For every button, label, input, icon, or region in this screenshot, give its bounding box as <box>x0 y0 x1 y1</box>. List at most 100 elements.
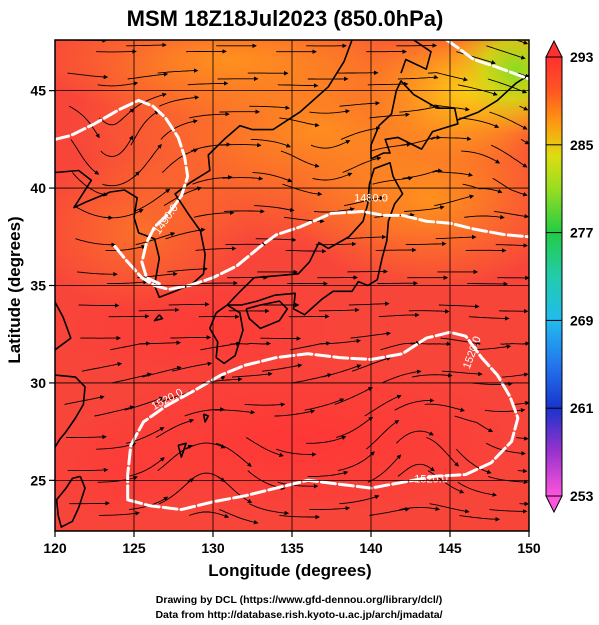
streamline <box>72 172 108 197</box>
contour-line <box>113 210 529 291</box>
streamline <box>494 211 529 219</box>
streamline <box>429 503 470 514</box>
streamline <box>310 140 351 149</box>
streamline <box>97 81 139 87</box>
streamline <box>155 418 195 438</box>
coastline <box>457 74 529 121</box>
streamline <box>130 110 160 146</box>
streamline <box>165 227 206 240</box>
streamline <box>464 214 505 220</box>
streamline <box>138 307 180 313</box>
streamline <box>400 135 442 146</box>
streamline <box>75 238 116 247</box>
streamline <box>427 72 468 82</box>
streamline <box>280 150 320 168</box>
streamline <box>103 209 144 219</box>
streamline <box>345 234 387 240</box>
streamline <box>438 304 480 309</box>
streamline <box>459 514 500 522</box>
streamline <box>68 105 100 139</box>
streamline <box>339 101 380 107</box>
streamline <box>337 451 375 472</box>
streamline <box>133 188 171 212</box>
streamline <box>159 95 200 107</box>
streamline <box>459 117 500 129</box>
colorbar-scale <box>545 56 563 497</box>
streamline <box>314 207 355 213</box>
streamline <box>219 509 259 525</box>
streamline <box>427 470 465 494</box>
coastline <box>226 162 404 316</box>
streamline <box>350 331 391 339</box>
streamline <box>462 183 503 194</box>
streamline <box>274 409 316 417</box>
coastline <box>400 40 432 74</box>
streamline <box>344 195 385 207</box>
streamline <box>399 506 440 511</box>
streamline <box>426 437 459 467</box>
streamline <box>399 104 440 113</box>
streamline <box>81 361 123 372</box>
streamline <box>514 400 529 406</box>
streamline <box>495 243 528 248</box>
streamline <box>193 210 235 218</box>
streamline <box>318 307 360 313</box>
streamline <box>424 403 465 412</box>
streamline <box>140 340 181 345</box>
streamline <box>70 139 100 175</box>
streamline <box>277 83 319 88</box>
streamline <box>461 150 501 164</box>
streamline <box>231 371 273 378</box>
streamline <box>222 176 264 181</box>
streamline <box>124 396 164 411</box>
streamline <box>489 509 528 514</box>
y-axis: 25 30 35 40 45 <box>30 83 55 488</box>
streamline <box>468 316 510 321</box>
coastline <box>153 314 164 322</box>
streamline <box>249 105 290 110</box>
streamline <box>105 244 146 252</box>
streamline <box>502 372 529 378</box>
streamline <box>432 171 473 177</box>
streamline <box>126 42 167 48</box>
streamline <box>189 111 230 119</box>
streamline <box>334 387 373 405</box>
streamline <box>336 416 374 438</box>
streamline <box>402 168 443 179</box>
streamline <box>100 135 134 157</box>
streamline <box>66 434 107 440</box>
streamline <box>184 407 225 417</box>
streamline <box>442 370 483 377</box>
streamline <box>517 468 528 474</box>
streamline <box>484 408 526 413</box>
streamline <box>111 372 152 384</box>
x-tick-label: 130 <box>201 540 225 556</box>
streamline <box>69 501 110 506</box>
streamline <box>520 139 529 145</box>
streamline <box>170 335 212 340</box>
streamline <box>454 415 494 433</box>
coastline <box>177 442 187 458</box>
streamline <box>254 205 295 213</box>
streamline <box>214 409 256 415</box>
streamline <box>455 448 492 474</box>
streamline <box>456 51 496 65</box>
streamline <box>141 365 182 378</box>
streamline <box>339 494 380 505</box>
streamline <box>187 81 229 86</box>
contour-line <box>55 98 190 286</box>
colorbar-max-triangle <box>545 39 563 58</box>
coastline <box>245 300 289 330</box>
streamline <box>197 280 238 286</box>
streamline <box>249 503 290 516</box>
streamline <box>261 363 303 372</box>
streamline <box>434 194 475 207</box>
colorbar-tick-label: 277 <box>570 225 594 241</box>
streamline <box>489 111 528 130</box>
colorbar: 293 285 277 269 261 253 <box>545 39 594 514</box>
colorbar-tick-label: 285 <box>570 137 594 153</box>
streamline <box>245 437 284 457</box>
streamline <box>277 481 319 489</box>
coastline <box>55 374 86 448</box>
